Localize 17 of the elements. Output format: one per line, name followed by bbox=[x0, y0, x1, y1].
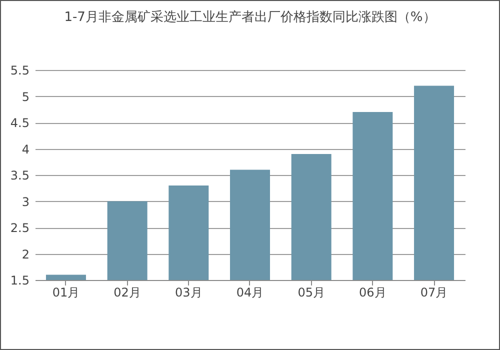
y-tick-label: 5.5 bbox=[10, 64, 30, 78]
y-tick-label: 4.5 bbox=[10, 116, 30, 130]
y-tick-label: 4 bbox=[22, 142, 30, 156]
chart-title: 1-7月非金属矿采选业工业生产者出厂价格指数同比涨跌图（%） bbox=[64, 10, 436, 25]
x-tick-label: 05月 bbox=[298, 286, 325, 300]
x-tick-label: 01月 bbox=[52, 286, 80, 300]
y-tick-label: 3 bbox=[22, 194, 30, 209]
y-tick-label: 3.5 bbox=[10, 168, 30, 182]
y-tick-label: 2 bbox=[22, 247, 30, 262]
x-tick-label: 04月 bbox=[236, 286, 264, 300]
x-tick-label: 03月 bbox=[175, 286, 202, 300]
y-tick-label: 1.5 bbox=[10, 274, 30, 288]
x-tick-label: 06月 bbox=[359, 286, 386, 300]
y-tick-label: 2.5 bbox=[10, 221, 30, 235]
y-tick-label: 5 bbox=[22, 90, 30, 104]
x-tick-label: 02月 bbox=[114, 286, 141, 300]
x-tick-label: 07月 bbox=[420, 286, 448, 300]
